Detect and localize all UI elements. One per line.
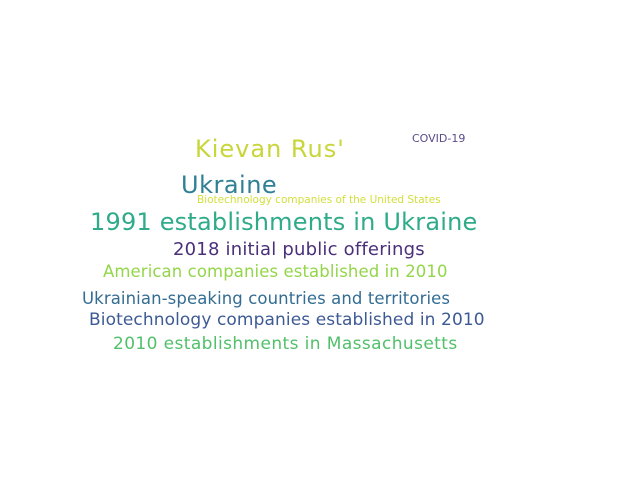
word-kievan-rus: Kievan Rus' <box>195 135 345 163</box>
word-2018-ipos: 2018 initial public offerings <box>173 239 425 260</box>
word-biotech-companies-us: Biotechnology companies of the United St… <box>197 194 441 206</box>
word-2010-establishments-massachusetts: 2010 establishments in Massachusetts <box>113 334 458 354</box>
word-ukrainian-speaking-countries: Ukrainian-speaking countries and territo… <box>82 289 451 308</box>
word-1991-establishments-ukraine: 1991 establishments in Ukraine <box>90 208 478 236</box>
word-ukraine: Ukraine <box>181 171 278 199</box>
word-covid-19: COVID-19 <box>412 132 466 145</box>
word-biotech-companies-2010: Biotechnology companies established in 2… <box>89 310 485 330</box>
word-american-companies-2010: American companies established in 2010 <box>103 262 448 281</box>
